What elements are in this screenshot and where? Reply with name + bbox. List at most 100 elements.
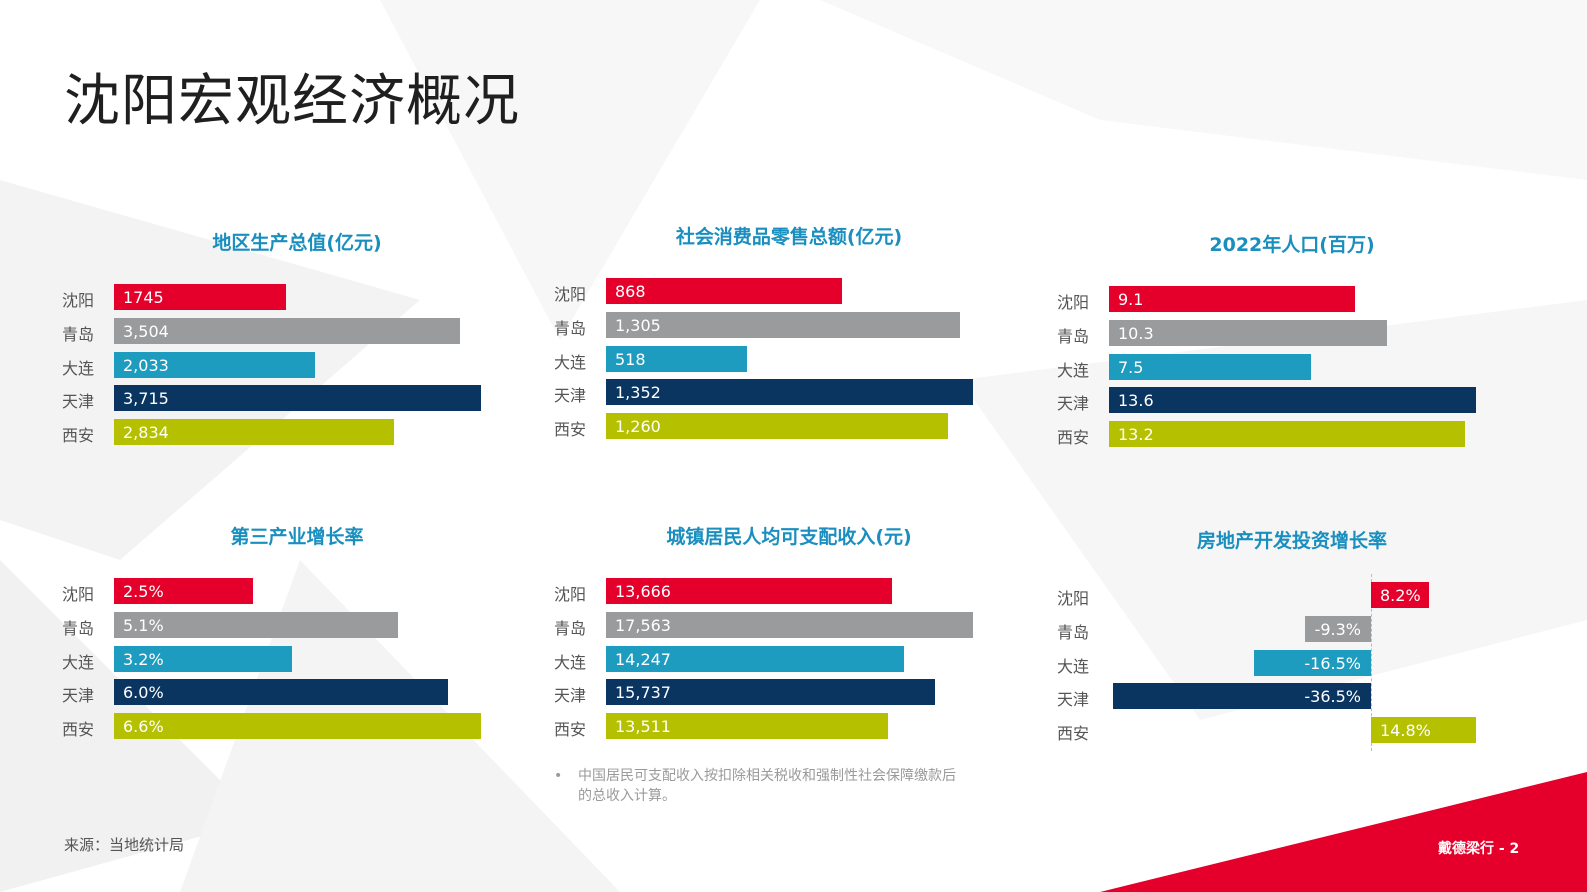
bar (114, 578, 253, 604)
bar (114, 611, 398, 638)
bar-row: 沈阳 9.1 (1057, 286, 1527, 312)
data-label: -36.5% (1304, 687, 1361, 707)
bar-row: 沈阳 8.2% (1057, 582, 1527, 608)
data-label: 8.2% (1380, 586, 1421, 605)
category-label: 天津 (554, 686, 587, 706)
bar-row: 青岛 10.3 (1057, 319, 1527, 346)
category-label: 大连 (62, 358, 95, 378)
chart-title: 地区生产总值(亿元) (212, 232, 382, 254)
category-label: 大连 (554, 352, 587, 372)
bar-row: 大连 518 (554, 345, 1024, 372)
bar (606, 611, 973, 638)
bar-row: 大连 -16.5% (1057, 649, 1527, 676)
bar-row: 青岛 5.1% (62, 611, 532, 638)
category-label: 沈阳 (1057, 589, 1090, 608)
chart-tertiary-growth: 第三产业增长率 沈阳 2.5% 青岛 5.1% 大连 3.2% 天津 6.0% 西安 6.6% (62, 522, 532, 752)
category-label: 西安 (1057, 428, 1090, 448)
bar (114, 317, 461, 344)
data-label: 2,033 (123, 355, 169, 375)
bar (1371, 717, 1476, 744)
chart-gdp: 地区生产总值(亿元) 沈阳 1745 青岛 3,504 大连 2,033 天津 3,715 西安 2… (62, 228, 532, 458)
category-label: 西安 (554, 420, 587, 440)
data-label: 1745 (123, 288, 164, 307)
data-label: 14.8% (1380, 721, 1431, 741)
data-label: 868 (615, 282, 646, 301)
bar (1109, 421, 1466, 448)
bar-row: 西安 2,834 (62, 419, 532, 446)
bar-row: 青岛 17,563 (554, 611, 1024, 638)
data-label: 13,666 (615, 582, 671, 601)
footnote-bullet: • (554, 768, 563, 784)
category-label: 沈阳 (62, 291, 95, 310)
data-label: 7.5 (1118, 357, 1144, 377)
bar (114, 351, 315, 378)
bar (1371, 582, 1429, 608)
bar (606, 645, 904, 672)
category-label: 天津 (554, 386, 587, 406)
bar-row: 天津 6.0% (62, 679, 532, 706)
category-label: 天津 (1057, 690, 1090, 710)
data-label: 3.2% (123, 649, 164, 669)
data-label: 1,305 (615, 315, 661, 335)
data-label: 13.6 (1118, 391, 1154, 411)
data-label: 15,737 (615, 683, 671, 703)
red-corner-band (1100, 772, 1587, 892)
chart-retail-sales: 社会消费品零售总额(亿元) 沈阳 868 青岛 1,305 大连 518 天津 1,352 西安 1… (554, 222, 1024, 452)
bar-row: 青岛 3,504 (62, 317, 532, 344)
data-label: 6.6% (123, 717, 164, 737)
bar (1305, 615, 1371, 642)
bar-row: 西安 14.8% (1057, 717, 1527, 744)
chart-title: 2022年人口(百万) (1209, 234, 1375, 256)
footnote-text: 中国居民可支配收入按扣除相关税收和强制性社会保障缴款后的总收入计算。 (578, 768, 956, 804)
chart-title: 社会消费品零售总额(亿元) (675, 226, 903, 248)
data-label: 3,504 (123, 321, 169, 341)
bar-row: 大连 3.2% (62, 645, 532, 672)
bar (606, 345, 747, 372)
bar-row: 沈阳 1745 (62, 284, 532, 310)
category-label: 青岛 (554, 318, 587, 338)
bar (606, 311, 961, 338)
bar (114, 284, 287, 310)
category-label: 沈阳 (1057, 293, 1090, 312)
bar (1109, 319, 1387, 346)
data-label: 3,715 (123, 389, 169, 409)
data-label: 13.2 (1118, 425, 1154, 445)
category-label: 青岛 (1057, 622, 1090, 642)
category-label: 沈阳 (62, 585, 95, 604)
bar (114, 419, 394, 446)
bar (1109, 353, 1312, 380)
bar-row: 青岛 -9.3% (1057, 615, 1527, 642)
bar-row: 天津 13.6 (1057, 387, 1527, 414)
bar (114, 713, 481, 740)
category-label: 大连 (62, 652, 95, 672)
data-label: 10.3 (1118, 323, 1154, 343)
data-label: 17,563 (615, 615, 671, 635)
bar (606, 413, 949, 440)
category-label: 西安 (1057, 724, 1090, 744)
category-label: 大连 (1057, 360, 1090, 380)
bar (606, 713, 889, 740)
data-label: -9.3% (1314, 619, 1361, 639)
bar-row: 天津 1,352 (554, 379, 1024, 406)
bar (114, 385, 481, 412)
brand-page-number: 戴德梁行 - 2 (1438, 841, 1520, 857)
category-label: 天津 (1057, 394, 1090, 414)
chart-disposable-income: 城镇居民人均可支配收入(元) 沈阳 13,666 青岛 17,563 大连 14,247 天津… (554, 522, 1024, 752)
chart-population: 2022年人口(百万) 沈阳 9.1 青岛 10.3 大连 7.5 天津 13.6 西安 13.2 (1057, 230, 1527, 460)
category-label: 青岛 (62, 618, 95, 638)
category-label: 西安 (62, 426, 95, 446)
data-label: 13,511 (615, 717, 671, 737)
data-label: 5.1% (123, 615, 164, 635)
category-label: 沈阳 (554, 285, 587, 304)
data-label: 2.5% (123, 582, 164, 601)
data-label: 1,260 (615, 417, 661, 437)
bar (606, 578, 892, 604)
category-label: 天津 (62, 686, 95, 706)
bar (114, 679, 448, 706)
footnote: • 中国居民可支配收入按扣除相关税收和强制性社会保障缴款后的总收入计算。 (554, 766, 960, 806)
bar-row: 西安 13.2 (1057, 421, 1527, 448)
category-label: 青岛 (1057, 326, 1090, 346)
bar-row: 大连 2,033 (62, 351, 532, 378)
bar (1254, 649, 1371, 676)
chart-title: 城镇居民人均可支配收入(元) (666, 526, 912, 548)
